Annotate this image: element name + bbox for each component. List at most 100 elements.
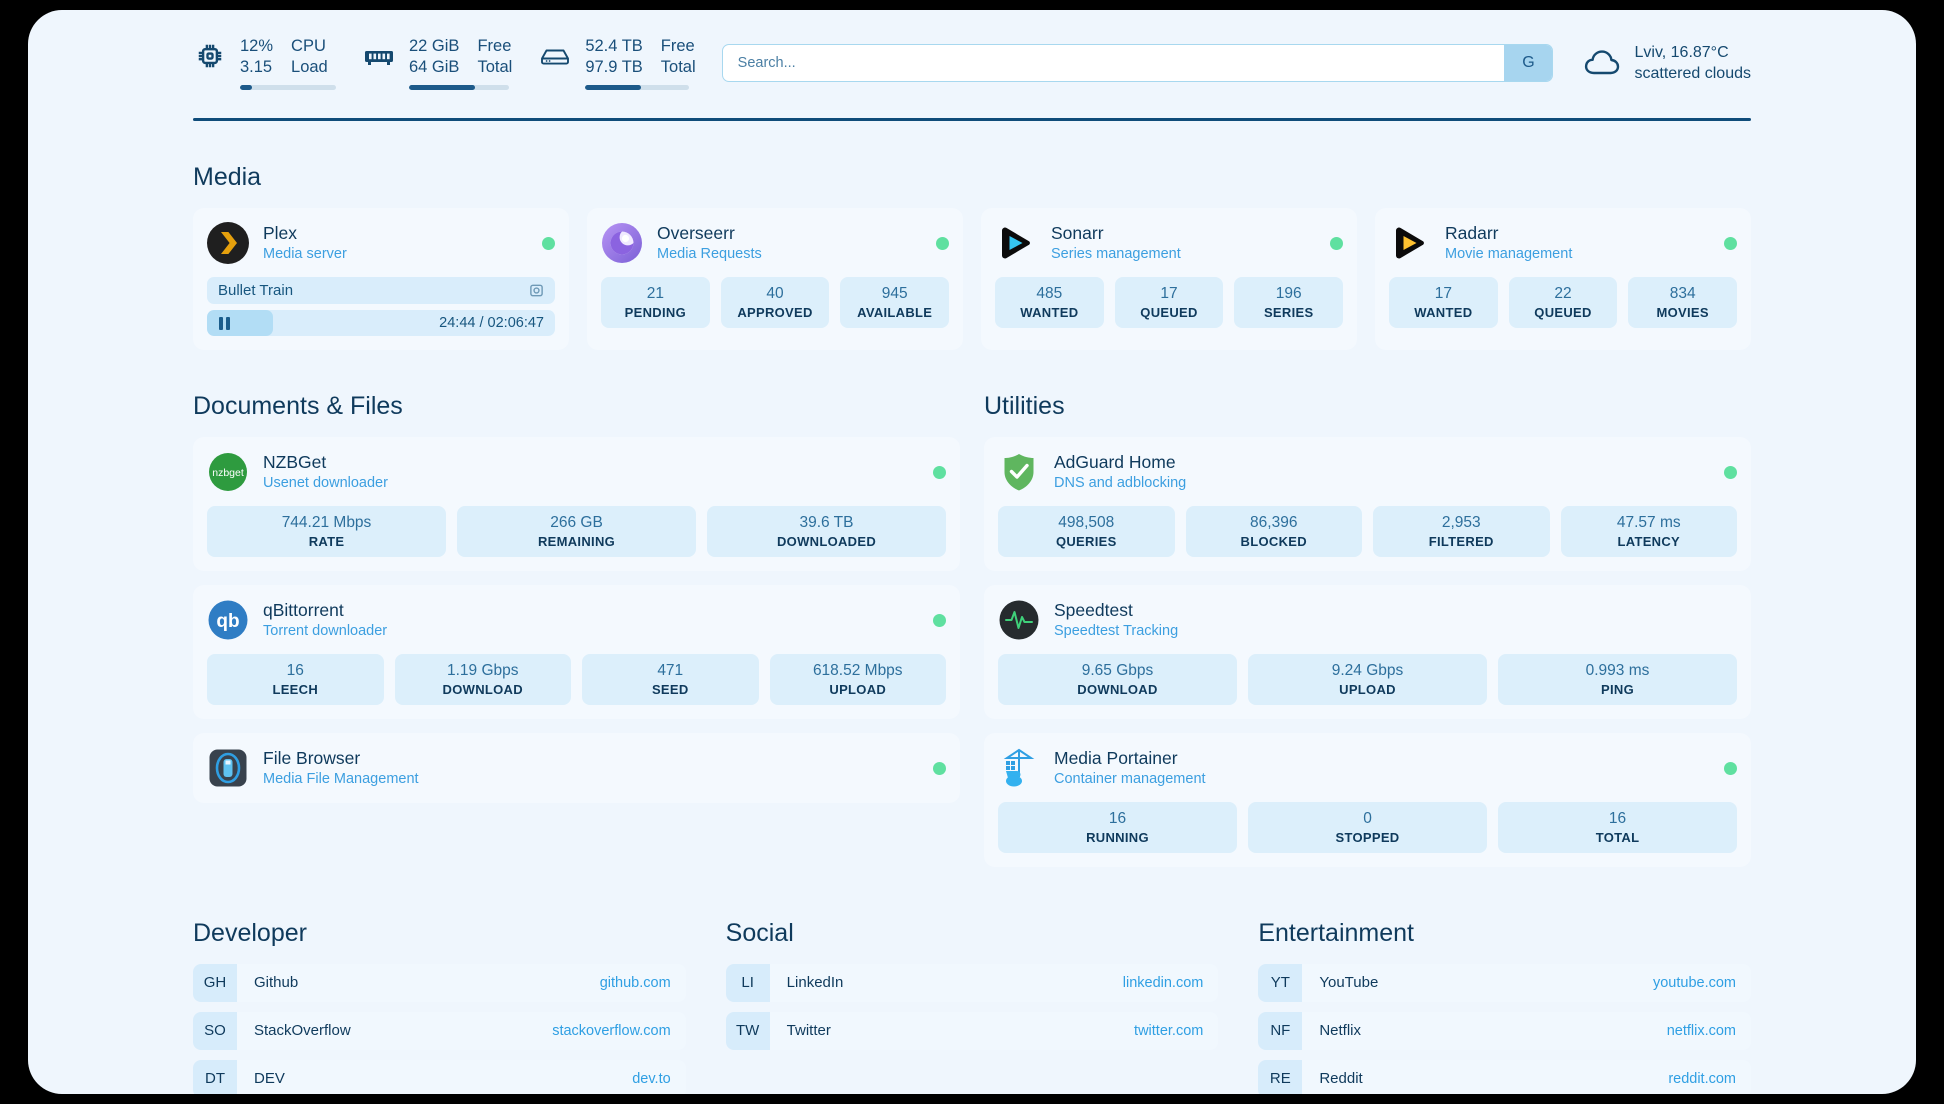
service-description: DNS and adblocking [1054,475,1187,492]
stat-total[interactable]: 16 TOTAL [1498,802,1737,853]
stat-value: 9.24 Gbps [1331,662,1404,680]
service-card-media-portainer[interactable]: Media Portainer Container management 16 … [984,733,1751,867]
stat-label: WANTED [1020,305,1079,321]
stat-leech[interactable]: 16 LEECH [207,654,384,706]
stat-wanted[interactable]: 17 WANTED [1389,277,1498,329]
section-title-documents: Documents & Files [193,392,403,421]
service-description: Speedtest Tracking [1054,623,1179,640]
service-card-qbittorrent[interactable]: qb qBittorrent Torrent downloader 16 LEE… [193,585,960,720]
stat-label: QUERIES [1055,534,1117,550]
stat-approved[interactable]: 40 APPROVED [720,277,830,329]
stat-movies[interactable]: 834 MOVIES [1628,277,1738,329]
stat-latency[interactable]: 47.57 ms LATENCY [1560,506,1737,558]
stat-value: 1.19 Gbps [446,662,519,680]
stat-series[interactable]: 196 SERIES [1234,277,1344,329]
card-header: Sonarr Series management [995,222,1343,264]
service-card-overseerr[interactable]: Overseerr Media Requests 21 PENDING 40 A… [587,208,963,351]
weather-widget[interactable]: Lviv, 16.87°C scattered clouds [1583,42,1751,85]
weather-location-temp: Lviv, 16.87°C [1634,43,1729,61]
resource-widgets: 12% 3.15 CPU Load 22 GiB 64 GiB [193,36,722,91]
stat-value: 834 [1669,285,1696,303]
status-indicator-online [1724,465,1737,479]
stat-available[interactable]: 945 AVAILABLE [840,277,950,329]
bookmark-item-reddit[interactable]: RE Reddit reddit.com [1258,1059,1752,1094]
card-titles: NZBGet Usenet downloader [263,451,388,493]
stat-queries[interactable]: 498,508 QUERIES [998,506,1175,558]
stat-remaining[interactable]: 266 GB REMAINING [457,506,696,558]
bookmark-name: DEV [254,1070,285,1088]
stat-wanted[interactable]: 485 WANTED [995,277,1104,329]
now-playing-title: Bullet Train [218,282,294,300]
service-description: Torrent downloader [263,623,388,640]
stat-row: 498,508 QUERIES 86,396 BLOCKED 2,953 FIL… [998,506,1737,558]
stat-download[interactable]: 1.19 Gbps DOWNLOAD [394,654,571,706]
service-card-radarr[interactable]: Radarr Movie management 17 WANTED 22 QUE… [1375,208,1751,351]
stat-upload[interactable]: 618.52 Mbps UPLOAD [769,654,946,706]
service-card-nzbget[interactable]: nzbget NZBGet Usenet downloader 744.21 M… [193,437,960,572]
bookmark-group-entertainment: Entertainment YT YouTube youtube.com NF … [1258,918,1752,1094]
stat-label: APPROVED [737,305,813,321]
service-card-file-browser[interactable]: File Browser Media File Management [193,733,960,804]
pause-icon[interactable] [218,316,231,331]
status-indicator-online [1330,236,1343,250]
stat-row: 21 PENDING 40 APPROVED 945 AVAILABLE [601,277,950,329]
stat-queued[interactable]: 17 QUEUED [1114,277,1224,329]
stat-downloaded[interactable]: 39.6 TB DOWNLOADED [707,506,946,558]
cast-icon[interactable] [529,283,544,298]
cpu-value-primary: 12% [240,37,274,55]
svg-text:nzbget: nzbget [212,467,244,479]
stat-value: 196 [1275,285,1302,303]
adguard-icon [998,451,1040,493]
bookmark-abbr: GH [193,963,237,1002]
bookmark-item-youtube[interactable]: YT YouTube youtube.com [1258,963,1752,1002]
search-box[interactable]: G [721,44,1554,83]
bookmark-group-developer: Developer GH Github github.com SO StackO… [193,919,686,1094]
stat-queued[interactable]: 22 QUEUED [1508,277,1618,329]
stat-value: 22 [1554,285,1572,303]
stat-pending[interactable]: 21 PENDING [601,277,710,329]
weather-condition: scattered clouds [1634,65,1751,83]
bookmark-abbr: DT [193,1059,237,1094]
bookmark-item-stackoverflow[interactable]: SO StackOverflow stackoverflow.com [193,1011,686,1050]
stat-upload[interactable]: 9.24 Gbps UPLOAD [1248,654,1487,706]
stat-row: 9.65 Gbps DOWNLOAD 9.24 Gbps UPLOAD 0.99… [998,654,1737,706]
stat-value: 471 [657,662,684,680]
cpu-usage-bar [240,85,336,91]
overseerr-icon [601,222,643,264]
card-titles: Speedtest Speedtest Tracking [1054,599,1178,641]
bookmark-group-title: Entertainment [1258,918,1414,947]
card-titles: Radarr Movie management [1445,222,1572,264]
stat-running[interactable]: 16 RUNNING [998,802,1237,853]
stat-ping[interactable]: 0.993 ms PING [1498,654,1737,706]
stat-stopped[interactable]: 0 STOPPED [1248,802,1487,853]
cpu-icon [193,36,227,76]
stat-seed[interactable]: 471 SEED [582,654,759,706]
stat-rate[interactable]: 744.21 Mbps RATE [207,506,446,558]
bookmark-name: Netflix [1319,1022,1362,1040]
card-titles: Overseerr Media Requests [657,222,762,264]
card-header: qb qBittorrent Torrent downloader [207,599,946,641]
service-card-speedtest[interactable]: Speedtest Speedtest Tracking 9.65 Gbps D… [984,585,1751,720]
bookmark-item-github[interactable]: GH Github github.com [193,963,686,1002]
service-card-sonarr[interactable]: Sonarr Series management 485 WANTED 17 Q… [981,208,1357,351]
memory-icon [362,36,396,76]
search-input[interactable] [722,55,1505,72]
bookmark-group-title: Social [725,918,794,947]
bookmark-item-linkedin[interactable]: LI LinkedIn linkedin.com [725,963,1219,1002]
service-card-plex[interactable]: Plex Media server Bullet Train 24:44 / 0… [193,208,569,351]
stat-filtered[interactable]: 2,953 FILTERED [1373,506,1550,558]
service-name: qBittorrent [263,600,344,621]
bookmark-item-twitter[interactable]: TW Twitter twitter.com [725,1011,1219,1050]
service-card-adguard-home[interactable]: AdGuard Home DNS and adblocking 498,508 … [984,437,1751,572]
now-playing: Bullet Train 24:44 / 02:06:47 [207,277,555,337]
stat-value: 86,396 [1250,514,1298,532]
bookmark-item-dev[interactable]: DT DEV dev.to [193,1059,686,1094]
status-indicator-online [933,613,946,627]
search-submit-button[interactable]: G [1504,45,1553,82]
stat-label: DOWNLOAD [1077,682,1158,698]
playback-progress-bar[interactable]: 24:44 / 02:06:47 [207,310,555,337]
stat-row: 16 LEECH 1.19 Gbps DOWNLOAD 471 SEED 618… [207,654,946,706]
stat-download[interactable]: 9.65 Gbps DOWNLOAD [998,654,1237,706]
bookmark-item-netflix[interactable]: NF Netflix netflix.com [1258,1011,1752,1050]
stat-blocked[interactable]: 86,396 BLOCKED [1185,506,1362,558]
